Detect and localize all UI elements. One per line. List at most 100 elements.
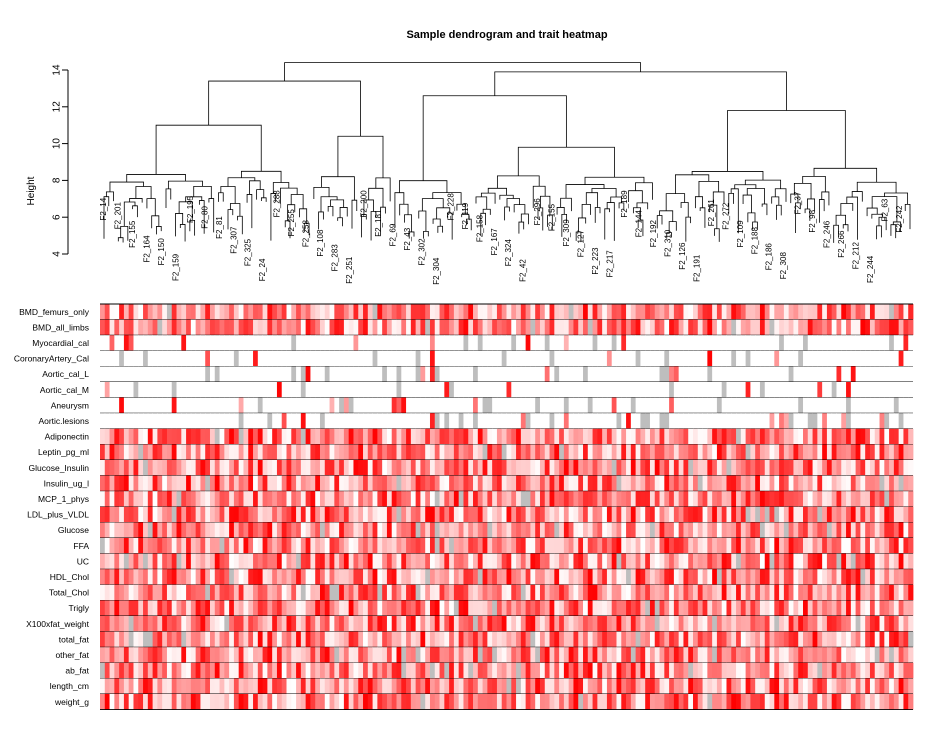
heatmap-cell <box>209 460 216 476</box>
heatmap-cell <box>855 413 861 429</box>
heatmap-cell <box>573 569 579 585</box>
heatmap-cell <box>654 522 660 538</box>
heatmap-cell <box>229 350 235 367</box>
heatmap-cell <box>157 366 163 382</box>
heatmap-cell <box>573 553 579 570</box>
dendrogram-branch <box>691 171 764 181</box>
heatmap-cell <box>449 319 455 336</box>
heatmap-cell <box>363 428 369 445</box>
heatmap-cell <box>716 678 723 694</box>
heatmap-cell <box>736 522 742 538</box>
heatmap-cell <box>736 491 742 507</box>
heatmap-cell <box>248 397 254 414</box>
heatmap-cell <box>157 616 163 632</box>
heatmap-cell <box>879 647 885 663</box>
heatmap-cell <box>157 350 163 367</box>
heatmap-cell <box>506 366 512 382</box>
heatmap-cell <box>592 600 598 616</box>
dendrogram-branch <box>835 214 847 226</box>
heatmap-cell <box>243 569 249 585</box>
heatmap-cell <box>377 491 383 507</box>
heatmap-cell <box>855 382 861 398</box>
heatmap-cell <box>449 694 455 710</box>
heatmap-cell <box>181 366 187 382</box>
heatmap-cell <box>697 678 703 694</box>
heatmap-cell <box>324 350 330 367</box>
heatmap-cell <box>573 631 579 648</box>
heatmap-cell <box>587 444 593 460</box>
heatmap-cell <box>415 647 421 663</box>
heatmap-cell <box>300 647 307 663</box>
heatmap-cell <box>535 662 541 679</box>
heatmap-cell <box>492 428 498 445</box>
heatmap-cell <box>276 662 283 679</box>
heatmap-cell <box>358 662 364 679</box>
leaf-label: F2_191 <box>692 254 701 282</box>
heatmap-cell <box>109 335 115 351</box>
heatmap-cell <box>104 350 110 367</box>
heatmap-cell <box>721 319 727 336</box>
heatmap-cell <box>841 319 847 336</box>
heatmap-cell <box>597 506 603 523</box>
heatmap-cell <box>415 678 421 694</box>
heatmap-cell <box>300 616 307 632</box>
heatmap-cell <box>769 538 775 554</box>
heatmap-cell <box>716 397 723 414</box>
heatmap-cell <box>506 616 512 632</box>
heatmap-cell <box>511 662 517 679</box>
heatmap-cell <box>621 350 627 367</box>
heatmap-cell <box>463 569 469 585</box>
heatmap-cell <box>640 491 646 507</box>
heatmap-cell <box>468 662 474 679</box>
heatmap-cell <box>592 304 598 320</box>
heatmap-cell <box>707 382 713 398</box>
heatmap-cell <box>525 475 531 492</box>
heatmap-cell <box>563 694 570 710</box>
heatmap-cell <box>324 678 330 694</box>
heatmap-cell <box>587 335 593 351</box>
heatmap-cell <box>788 475 794 492</box>
heatmap-cell <box>372 616 378 632</box>
heatmap-cell <box>372 460 378 476</box>
heatmap-cell <box>893 694 900 710</box>
heatmap-cell <box>468 428 474 445</box>
heatmap-cell <box>506 428 512 445</box>
heatmap-cell <box>898 569 904 585</box>
heatmap-cell <box>468 522 474 538</box>
heatmap-cell <box>219 350 225 367</box>
heatmap-cell <box>334 413 340 429</box>
heatmap-cell <box>348 428 354 445</box>
heatmap-cell <box>100 444 106 460</box>
heatmap-cell <box>764 444 770 460</box>
heatmap-cell <box>611 553 617 570</box>
heatmap-cell <box>836 678 842 694</box>
heatmap-cell <box>779 491 785 507</box>
heatmap-cell <box>740 428 747 445</box>
heatmap-cell <box>554 522 560 538</box>
heatmap-cell <box>300 304 307 320</box>
heatmap-cell <box>434 475 440 492</box>
heatmap-cell <box>348 662 354 679</box>
heatmap-cell <box>554 631 560 648</box>
heatmap-cell <box>181 428 187 445</box>
heatmap-cell <box>143 678 149 694</box>
heatmap-cell <box>391 366 397 382</box>
heatmap-cell <box>860 350 866 367</box>
heatmap-cell <box>458 522 464 538</box>
heatmap-cell <box>463 538 469 554</box>
heatmap-cell <box>889 553 895 570</box>
heatmap-cell <box>807 444 813 460</box>
heatmap-cell <box>109 475 115 492</box>
heatmap-cell <box>257 522 263 538</box>
heatmap-cell <box>640 538 646 554</box>
heatmap-cell <box>893 569 900 585</box>
heatmap-cell <box>429 428 436 445</box>
heatmap-cell <box>893 553 900 570</box>
heatmap-cell <box>343 304 350 320</box>
heatmap-cell <box>736 382 742 398</box>
heatmap-cell <box>659 428 665 445</box>
heatmap-cell <box>831 694 837 710</box>
dendrogram-branch <box>421 198 444 211</box>
heatmap-cell <box>439 366 445 382</box>
heatmap-cell <box>439 506 445 523</box>
